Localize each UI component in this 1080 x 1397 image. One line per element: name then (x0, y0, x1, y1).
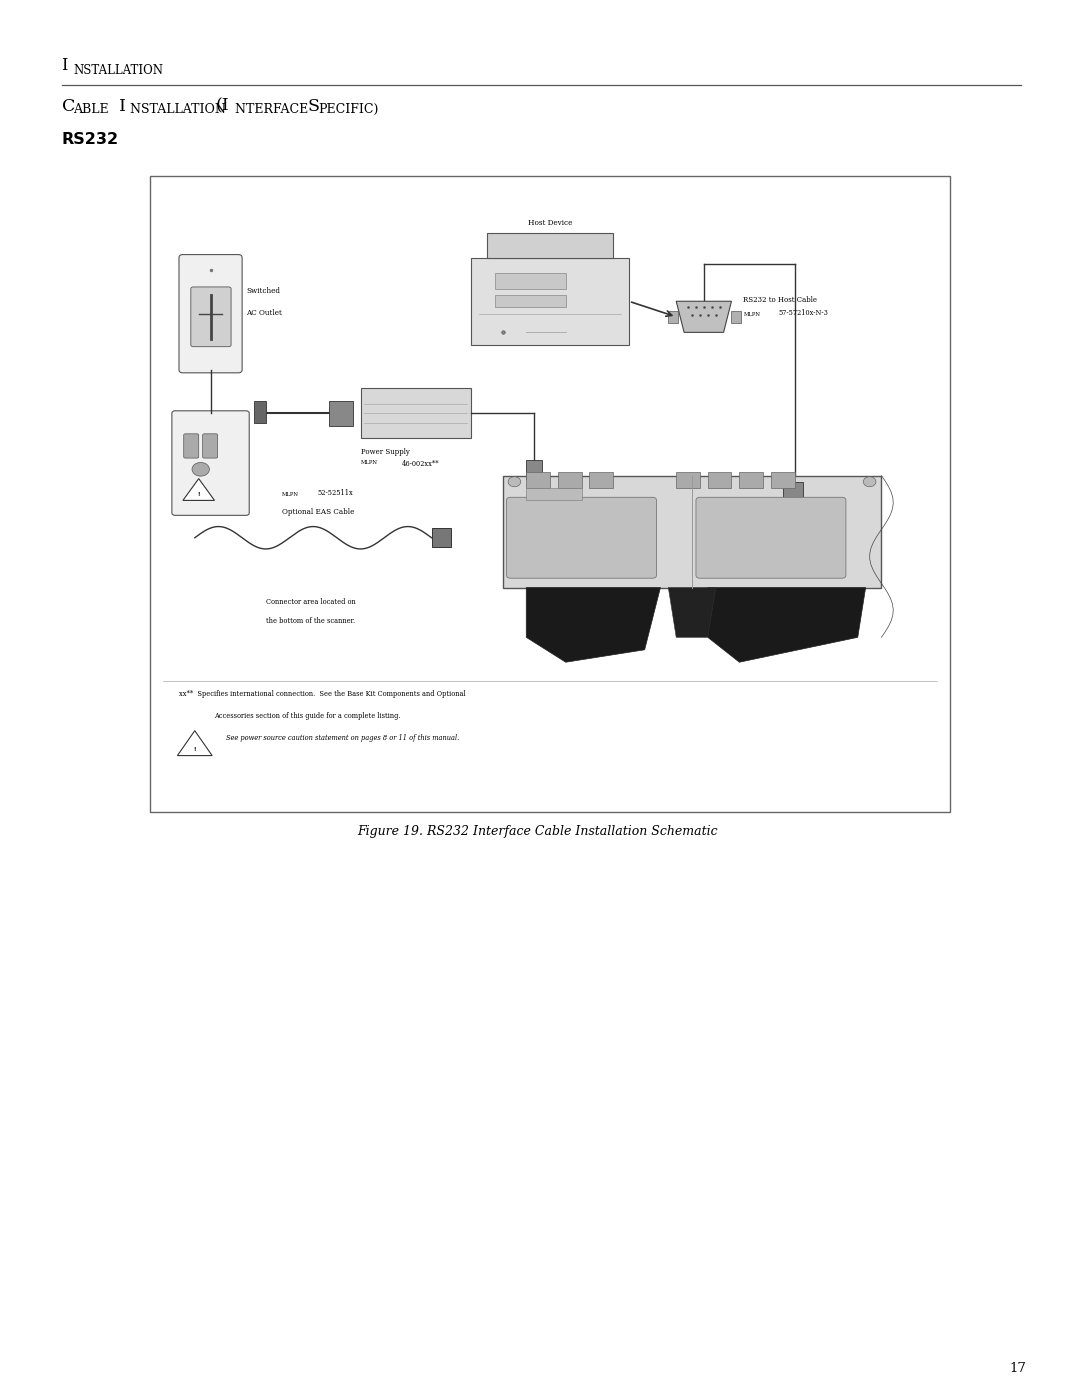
Text: MLPN: MLPN (743, 312, 760, 317)
Text: !: ! (193, 747, 195, 753)
Text: NSTALLATION: NSTALLATION (73, 64, 163, 77)
Polygon shape (177, 731, 212, 756)
Text: Connector area located on: Connector area located on (266, 598, 355, 606)
Text: !: ! (198, 492, 200, 497)
FancyBboxPatch shape (471, 257, 629, 345)
FancyBboxPatch shape (502, 475, 881, 588)
FancyBboxPatch shape (432, 528, 451, 548)
Text: 57-57210x-N-3: 57-57210x-N-3 (779, 309, 828, 317)
Text: MLPN: MLPN (282, 492, 298, 497)
Text: xx**  Specifies international connection.  See the Base Kit Components and Optio: xx** Specifies international connection.… (179, 690, 465, 698)
FancyBboxPatch shape (191, 286, 231, 346)
Text: Figure 19. RS232 Interface Cable Installation Schematic: Figure 19. RS232 Interface Cable Install… (357, 824, 718, 838)
Text: I: I (119, 98, 125, 115)
Text: AC Outlet: AC Outlet (246, 309, 282, 317)
Text: Optional EAS Cable: Optional EAS Cable (282, 509, 354, 515)
FancyBboxPatch shape (507, 497, 657, 578)
FancyBboxPatch shape (179, 254, 242, 373)
Text: PECIFIC): PECIFIC) (319, 103, 379, 116)
Polygon shape (526, 488, 581, 500)
Text: Accessories section of this guide for a complete listing.: Accessories section of this guide for a … (215, 712, 401, 719)
Text: ABLE: ABLE (73, 103, 113, 116)
Text: NSTALLATION: NSTALLATION (130, 103, 229, 116)
Text: the bottom of the scanner.: the bottom of the scanner. (266, 617, 355, 624)
FancyBboxPatch shape (669, 310, 678, 323)
FancyBboxPatch shape (783, 482, 802, 507)
FancyBboxPatch shape (495, 295, 566, 307)
Polygon shape (676, 302, 731, 332)
Text: S: S (308, 98, 320, 115)
Polygon shape (707, 588, 866, 662)
FancyBboxPatch shape (590, 472, 613, 488)
Polygon shape (183, 479, 215, 500)
Text: MLPN: MLPN (361, 460, 378, 465)
Text: Switched: Switched (246, 286, 280, 295)
FancyBboxPatch shape (172, 411, 249, 515)
FancyBboxPatch shape (150, 176, 950, 813)
FancyBboxPatch shape (731, 310, 741, 323)
FancyBboxPatch shape (495, 274, 566, 289)
Text: 46-002xx**: 46-002xx** (402, 460, 440, 468)
Polygon shape (669, 588, 716, 637)
FancyBboxPatch shape (254, 401, 266, 423)
Text: C: C (62, 98, 75, 115)
Circle shape (863, 476, 876, 486)
Circle shape (508, 476, 521, 486)
FancyBboxPatch shape (707, 472, 731, 488)
FancyBboxPatch shape (361, 388, 471, 439)
Text: NTERFACE: NTERFACE (235, 103, 313, 116)
Text: 17: 17 (1009, 1362, 1026, 1375)
FancyBboxPatch shape (771, 472, 795, 488)
FancyBboxPatch shape (696, 497, 846, 578)
FancyBboxPatch shape (487, 233, 613, 257)
Text: Host Device: Host Device (528, 218, 572, 226)
Text: See power source caution statement on pages 8 or 11 of this manual.: See power source caution statement on pa… (227, 733, 460, 742)
Text: RS232: RS232 (62, 131, 119, 147)
Polygon shape (526, 588, 661, 662)
FancyBboxPatch shape (740, 472, 764, 488)
FancyBboxPatch shape (184, 434, 199, 458)
FancyBboxPatch shape (526, 460, 542, 479)
Text: RS232 to Host Cable: RS232 to Host Cable (743, 296, 818, 305)
FancyBboxPatch shape (329, 401, 352, 426)
FancyBboxPatch shape (676, 472, 700, 488)
FancyBboxPatch shape (203, 434, 218, 458)
Text: (I: (I (216, 98, 230, 115)
FancyBboxPatch shape (558, 472, 581, 488)
Text: 52-52511x: 52-52511x (318, 489, 353, 497)
Text: Power Supply: Power Supply (361, 447, 409, 455)
Text: I: I (62, 57, 68, 74)
FancyBboxPatch shape (526, 472, 550, 488)
Circle shape (192, 462, 210, 476)
